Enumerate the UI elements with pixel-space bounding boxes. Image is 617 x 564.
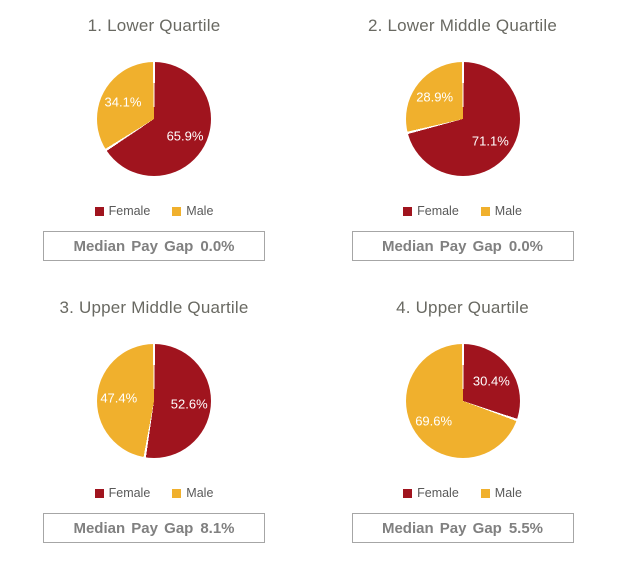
- pie-chart-card-lower-quartile: 1. Lower Quartile 65.9% 34.1% Female Mal…: [0, 0, 308, 282]
- pie-graphic: [97, 344, 211, 458]
- pie-chart: 30.4% 69.6%: [405, 344, 520, 458]
- male-swatch-icon: [172, 489, 182, 498]
- legend: Female Male: [94, 486, 213, 500]
- female-swatch-icon: [94, 489, 104, 498]
- pie-chart-card-upper-middle-quartile: 3. Upper Middle Quartile 52.6% 47.4% Fem…: [0, 282, 308, 564]
- slice-label-female: 30.4%: [472, 373, 510, 389]
- median-pay-gap-box: Median Pay Gap 8.1%: [43, 513, 265, 543]
- slice-label-female: 65.9%: [166, 128, 204, 144]
- legend-label-female: Female: [417, 486, 459, 500]
- legend-item-male: Male: [172, 486, 213, 500]
- slice-label-male: 69.6%: [415, 413, 453, 429]
- slice-label-male: 34.1%: [104, 94, 142, 110]
- legend-label-female: Female: [108, 204, 151, 218]
- slice-label-male: 28.9%: [416, 89, 454, 105]
- legend: Female Male: [94, 204, 213, 218]
- gap-label: Median Pay Gap: [381, 237, 502, 255]
- legend: Female Male: [403, 486, 522, 500]
- legend-item-male: Male: [172, 204, 213, 218]
- slice-label-female: 71.1%: [471, 133, 509, 149]
- pie-graphic: [97, 62, 211, 176]
- chart-title: 4. Upper Quartile: [396, 298, 529, 317]
- slice-label-female: 52.6%: [170, 396, 208, 412]
- pie-chart: 52.6% 47.4%: [97, 344, 211, 458]
- gap-value: 0.0%: [508, 237, 544, 255]
- legend-item-male: Male: [480, 204, 522, 218]
- legend-item-male: Male: [480, 486, 522, 500]
- pie-chart: 65.9% 34.1%: [97, 62, 211, 176]
- pie-graphic: [405, 62, 520, 176]
- legend-label-female: Female: [417, 204, 459, 218]
- slice-label-male: 47.4%: [100, 390, 138, 406]
- median-pay-gap-box: Median Pay Gap 0.0%: [351, 231, 574, 261]
- gap-label: Median Pay Gap: [73, 237, 194, 255]
- legend-item-female: Female: [403, 204, 459, 218]
- gap-value: 8.1%: [200, 519, 235, 537]
- female-swatch-icon: [403, 489, 413, 498]
- median-pay-gap-box: Median Pay Gap 5.5%: [351, 513, 574, 543]
- gap-value: 0.0%: [200, 237, 235, 255]
- male-swatch-icon: [172, 207, 182, 216]
- legend-label-male: Male: [186, 486, 214, 500]
- legend-item-female: Female: [403, 486, 459, 500]
- chart-title: 3. Upper Middle Quartile: [59, 298, 249, 317]
- legend-label-male: Male: [186, 204, 214, 218]
- legend: Female Male: [403, 204, 522, 218]
- pie-chart-card-upper-quartile: 4. Upper Quartile 30.4% 69.6% Female Mal…: [308, 282, 617, 564]
- male-swatch-icon: [480, 207, 490, 216]
- female-swatch-icon: [94, 207, 104, 216]
- male-swatch-icon: [480, 489, 490, 498]
- legend-label-female: Female: [108, 486, 151, 500]
- legend-item-female: Female: [94, 486, 151, 500]
- pie-graphic: [405, 344, 520, 458]
- median-pay-gap-box: Median Pay Gap 0.0%: [43, 231, 265, 261]
- chart-title: 1. Lower Quartile: [87, 16, 221, 35]
- pie-chart: 71.1% 28.9%: [405, 62, 520, 176]
- legend-item-female: Female: [94, 204, 151, 218]
- gap-label: Median Pay Gap: [73, 519, 194, 537]
- legend-label-male: Male: [494, 204, 522, 218]
- female-swatch-icon: [403, 207, 413, 216]
- gap-label: Median Pay Gap: [381, 519, 502, 537]
- chart-title: 2. Lower Middle Quartile: [367, 16, 558, 35]
- pie-chart-card-lower-middle-quartile: 2. Lower Middle Quartile 71.1% 28.9% Fem…: [308, 0, 617, 282]
- gap-value: 5.5%: [508, 519, 544, 537]
- legend-label-male: Male: [494, 486, 522, 500]
